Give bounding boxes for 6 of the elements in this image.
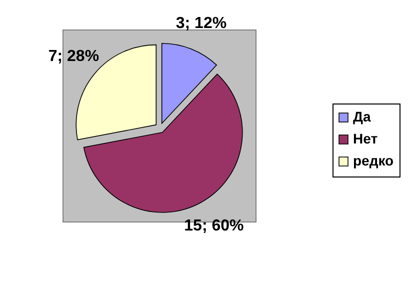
data-label: 15; 60% [184,217,244,234]
legend-label: Да [353,108,371,125]
legend-label: редко [353,152,394,169]
data-label: 3; 12% [176,15,227,32]
legend-label: Нет [353,130,378,147]
data-label: 7; 28% [48,48,100,65]
